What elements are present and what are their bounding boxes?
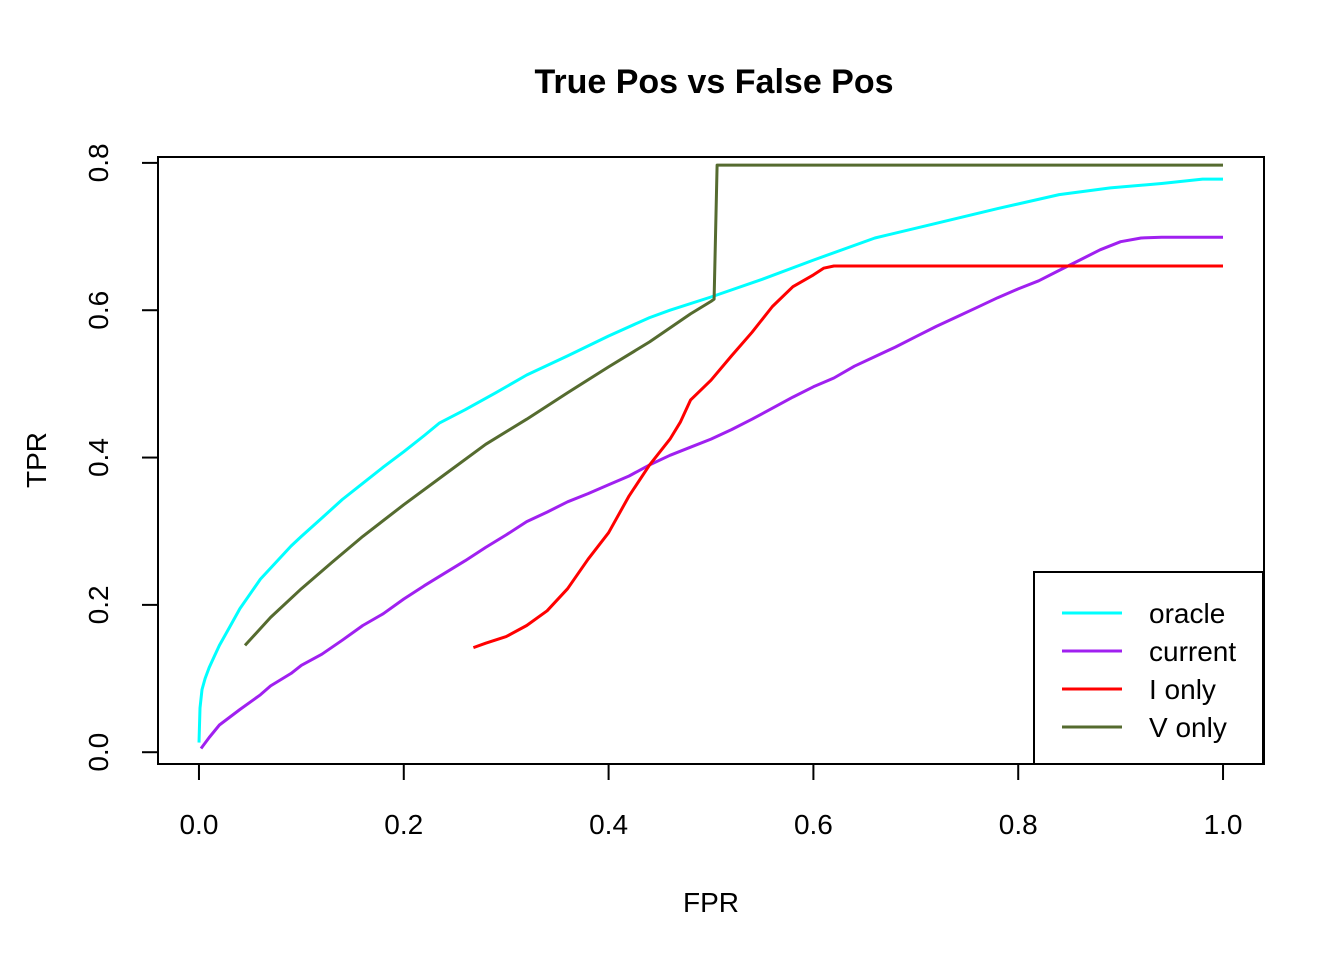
y-tick-label: 0.2	[83, 585, 114, 624]
legend-label: current	[1149, 636, 1236, 667]
series-line-i-only	[472, 264, 1223, 650]
x-axis-label: FPR	[683, 887, 739, 918]
x-tick-label: 0.2	[384, 809, 423, 840]
chart-title: True Pos vs False Pos	[534, 63, 893, 101]
y-tick-label: 0.4	[83, 438, 114, 477]
legend-label: V only	[1149, 712, 1227, 743]
x-tick-label: 0.8	[999, 809, 1038, 840]
series-line-v-only	[243, 163, 1223, 647]
series-line-current	[199, 235, 1223, 750]
x-tick-label: 0.0	[179, 809, 218, 840]
x-axis: 0.0 0.2 0.4 0.6 0.8 1.0	[179, 763, 1243, 840]
y-axis: 0.0 0.2 0.4 0.6 0.8	[83, 143, 159, 772]
y-tick-label: 0.0	[83, 733, 114, 772]
series-layer	[197, 163, 1223, 750]
y-tick-label: 0.8	[83, 143, 114, 182]
x-tick-label: 1.0	[1204, 809, 1243, 840]
legend-label: I only	[1149, 674, 1216, 705]
legend-label: oracle	[1149, 598, 1225, 629]
series-line-oracle	[197, 177, 1223, 743]
x-tick-label: 0.6	[794, 809, 833, 840]
x-tick-label: 0.4	[589, 809, 628, 840]
y-tick-label: 0.6	[83, 291, 114, 330]
legend: oracle current I only V only	[1033, 571, 1264, 765]
legend-box	[1033, 571, 1264, 765]
y-axis-label: TPR	[21, 432, 52, 488]
